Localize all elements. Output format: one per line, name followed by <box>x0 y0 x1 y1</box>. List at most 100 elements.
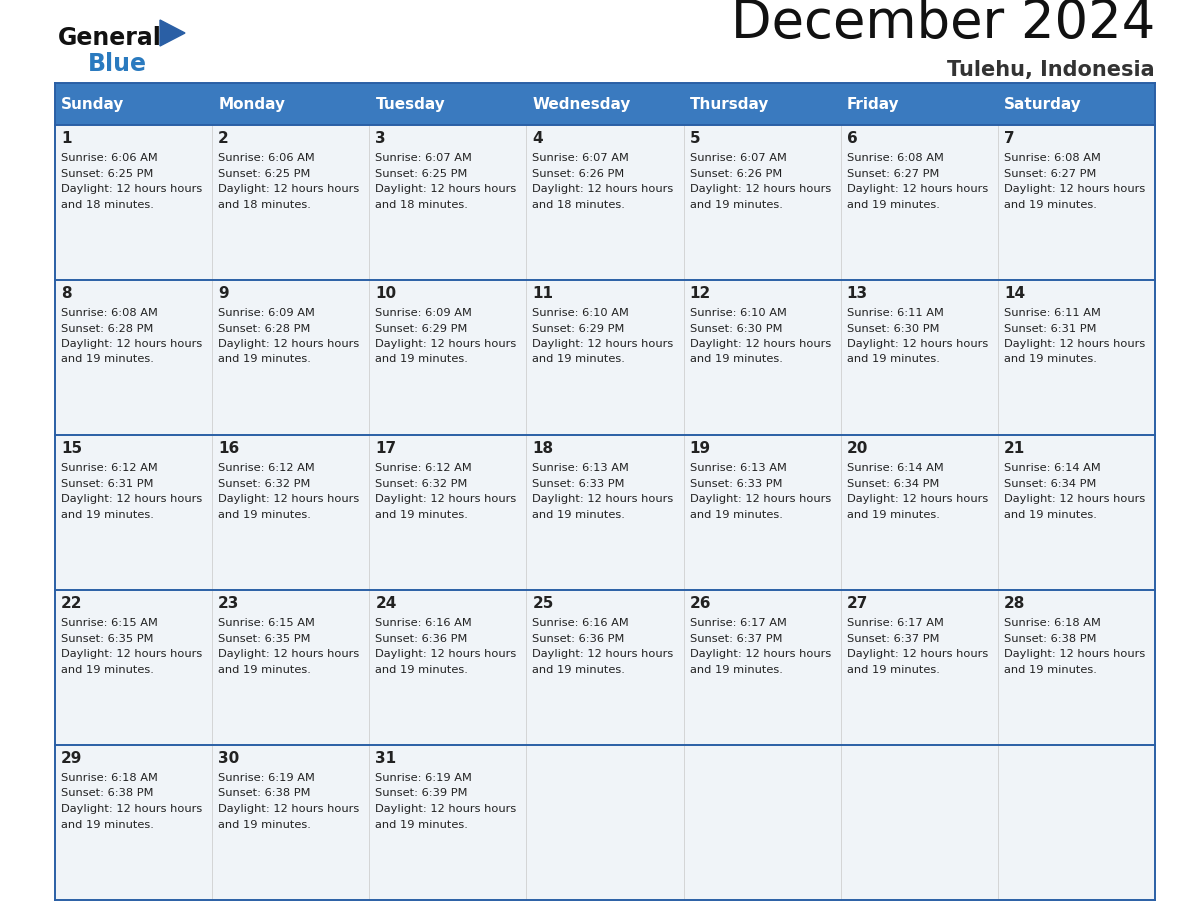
Text: Sunrise: 6:08 AM: Sunrise: 6:08 AM <box>1004 153 1101 163</box>
Text: Sunrise: 6:13 AM: Sunrise: 6:13 AM <box>689 463 786 473</box>
Text: 5: 5 <box>689 131 700 146</box>
Text: Daylight: 12 hours hours: Daylight: 12 hours hours <box>689 649 830 659</box>
Text: and 19 minutes.: and 19 minutes. <box>1004 199 1097 209</box>
Bar <box>841 83 998 125</box>
Text: Daylight: 12 hours hours: Daylight: 12 hours hours <box>689 184 830 194</box>
Bar <box>526 435 683 590</box>
Text: Sunset: 6:38 PM: Sunset: 6:38 PM <box>219 789 310 799</box>
Text: 2: 2 <box>219 131 229 146</box>
Text: 24: 24 <box>375 596 397 611</box>
Text: Sunrise: 6:07 AM: Sunrise: 6:07 AM <box>375 153 472 163</box>
Text: Sunset: 6:28 PM: Sunset: 6:28 PM <box>61 323 153 333</box>
Bar <box>841 590 998 745</box>
Text: General: General <box>58 26 162 50</box>
Bar <box>683 435 841 590</box>
Bar <box>841 125 998 280</box>
Text: Daylight: 12 hours hours: Daylight: 12 hours hours <box>375 184 517 194</box>
Bar <box>998 590 1155 745</box>
Text: and 19 minutes.: and 19 minutes. <box>219 509 311 520</box>
Text: 14: 14 <box>1004 286 1025 301</box>
Text: and 18 minutes.: and 18 minutes. <box>61 199 154 209</box>
Text: Sunrise: 6:11 AM: Sunrise: 6:11 AM <box>1004 308 1101 318</box>
Bar <box>213 83 369 125</box>
Text: Sunset: 6:25 PM: Sunset: 6:25 PM <box>375 169 468 178</box>
Bar <box>526 125 683 280</box>
Text: Daylight: 12 hours hours: Daylight: 12 hours hours <box>1004 649 1145 659</box>
Bar <box>369 435 526 590</box>
Text: Sunrise: 6:19 AM: Sunrise: 6:19 AM <box>219 773 315 783</box>
Bar <box>998 125 1155 280</box>
Text: and 19 minutes.: and 19 minutes. <box>689 354 783 364</box>
Text: 30: 30 <box>219 751 239 766</box>
Text: Daylight: 12 hours hours: Daylight: 12 hours hours <box>219 339 359 349</box>
Text: and 19 minutes.: and 19 minutes. <box>61 509 154 520</box>
Text: Daylight: 12 hours hours: Daylight: 12 hours hours <box>689 494 830 504</box>
Bar <box>55 435 213 590</box>
Bar <box>55 83 213 125</box>
Text: Sunrise: 6:18 AM: Sunrise: 6:18 AM <box>1004 618 1101 628</box>
Text: 25: 25 <box>532 596 554 611</box>
Text: Sunrise: 6:09 AM: Sunrise: 6:09 AM <box>375 308 472 318</box>
Text: Sunset: 6:25 PM: Sunset: 6:25 PM <box>219 169 310 178</box>
Text: 29: 29 <box>61 751 82 766</box>
Text: Sunset: 6:38 PM: Sunset: 6:38 PM <box>61 789 153 799</box>
Text: Saturday: Saturday <box>1004 96 1082 111</box>
Text: Sunrise: 6:06 AM: Sunrise: 6:06 AM <box>61 153 158 163</box>
Text: Sunset: 6:29 PM: Sunset: 6:29 PM <box>532 323 625 333</box>
Bar <box>841 745 998 900</box>
Text: Sunrise: 6:14 AM: Sunrise: 6:14 AM <box>1004 463 1100 473</box>
Text: Daylight: 12 hours hours: Daylight: 12 hours hours <box>1004 184 1145 194</box>
Bar <box>998 83 1155 125</box>
Text: Daylight: 12 hours hours: Daylight: 12 hours hours <box>532 339 674 349</box>
Text: 27: 27 <box>847 596 868 611</box>
Text: Daylight: 12 hours hours: Daylight: 12 hours hours <box>1004 494 1145 504</box>
Text: Daylight: 12 hours hours: Daylight: 12 hours hours <box>61 804 202 814</box>
Text: Daylight: 12 hours hours: Daylight: 12 hours hours <box>61 494 202 504</box>
Bar <box>369 83 526 125</box>
Text: and 19 minutes.: and 19 minutes. <box>532 354 625 364</box>
Text: Sunrise: 6:17 AM: Sunrise: 6:17 AM <box>847 618 943 628</box>
Text: Sunset: 6:37 PM: Sunset: 6:37 PM <box>689 633 782 644</box>
Text: 17: 17 <box>375 441 397 456</box>
Text: Daylight: 12 hours hours: Daylight: 12 hours hours <box>847 184 988 194</box>
Bar <box>998 435 1155 590</box>
Text: December 2024: December 2024 <box>731 0 1155 49</box>
Bar <box>526 590 683 745</box>
Text: Sunrise: 6:08 AM: Sunrise: 6:08 AM <box>61 308 158 318</box>
Text: Sunset: 6:37 PM: Sunset: 6:37 PM <box>847 633 940 644</box>
Text: Sunrise: 6:12 AM: Sunrise: 6:12 AM <box>219 463 315 473</box>
Text: Sunrise: 6:08 AM: Sunrise: 6:08 AM <box>847 153 943 163</box>
Text: 31: 31 <box>375 751 397 766</box>
Text: Thursday: Thursday <box>690 96 770 111</box>
Text: Daylight: 12 hours hours: Daylight: 12 hours hours <box>847 649 988 659</box>
Text: and 19 minutes.: and 19 minutes. <box>847 354 940 364</box>
Text: and 19 minutes.: and 19 minutes. <box>1004 665 1097 675</box>
Text: and 19 minutes.: and 19 minutes. <box>689 665 783 675</box>
Text: 12: 12 <box>689 286 710 301</box>
Text: 22: 22 <box>61 596 82 611</box>
Text: Sunrise: 6:13 AM: Sunrise: 6:13 AM <box>532 463 630 473</box>
Text: and 18 minutes.: and 18 minutes. <box>219 199 311 209</box>
Text: Friday: Friday <box>847 96 899 111</box>
Text: and 19 minutes.: and 19 minutes. <box>375 354 468 364</box>
Text: Sunrise: 6:16 AM: Sunrise: 6:16 AM <box>375 618 472 628</box>
Text: Daylight: 12 hours hours: Daylight: 12 hours hours <box>375 339 517 349</box>
Text: 10: 10 <box>375 286 397 301</box>
Text: Sunset: 6:39 PM: Sunset: 6:39 PM <box>375 789 468 799</box>
Text: Blue: Blue <box>88 52 147 76</box>
Bar <box>683 125 841 280</box>
Polygon shape <box>160 20 185 46</box>
Bar <box>683 83 841 125</box>
Text: 8: 8 <box>61 286 71 301</box>
Text: and 19 minutes.: and 19 minutes. <box>1004 509 1097 520</box>
Bar <box>369 745 526 900</box>
Text: Sunrise: 6:06 AM: Sunrise: 6:06 AM <box>219 153 315 163</box>
Text: 26: 26 <box>689 596 712 611</box>
Text: 1: 1 <box>61 131 71 146</box>
Text: Daylight: 12 hours hours: Daylight: 12 hours hours <box>219 649 359 659</box>
Text: and 19 minutes.: and 19 minutes. <box>219 354 311 364</box>
Text: Sunset: 6:25 PM: Sunset: 6:25 PM <box>61 169 153 178</box>
Text: and 19 minutes.: and 19 minutes. <box>847 199 940 209</box>
Text: and 19 minutes.: and 19 minutes. <box>689 509 783 520</box>
Text: Monday: Monday <box>219 96 285 111</box>
